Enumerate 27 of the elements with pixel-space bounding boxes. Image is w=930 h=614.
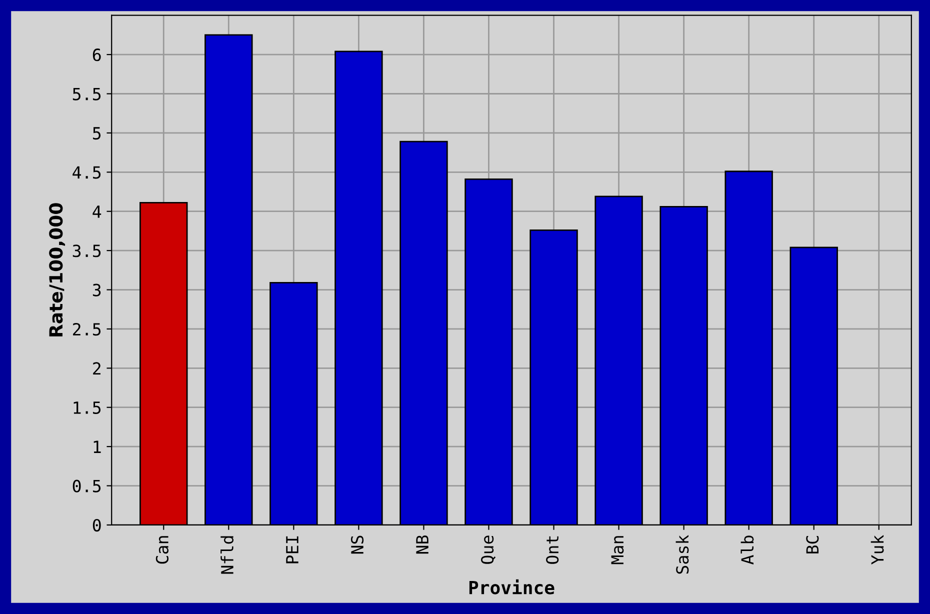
- x-tick-label: Nfld: [220, 536, 234, 574]
- y-tick-label: 0: [92, 518, 101, 532]
- x-tick-label: NB: [416, 535, 428, 554]
- y-tick-label: 0.5: [72, 480, 101, 492]
- x-tick-label: Que: [481, 536, 496, 564]
- y-tick-label: 4.5: [72, 166, 101, 179]
- y-axis-title: Rate/100,000: [49, 203, 66, 336]
- x-tick-label: Sask: [676, 534, 689, 574]
- y-tick-label: 2.5: [73, 322, 101, 336]
- y-tick-label: 5.5: [72, 88, 101, 100]
- y-tick-label: 2: [93, 362, 100, 375]
- x-tick-label: BC: [806, 536, 819, 554]
- x-tick-label: Alb: [740, 536, 754, 564]
- x-tick-label: NS: [350, 536, 364, 554]
- x-tick-label: Ont: [546, 536, 559, 564]
- y-tick-label: 4: [92, 206, 102, 218]
- x-tick-label: Man: [611, 536, 624, 564]
- y-tick-label: 1: [94, 440, 101, 453]
- y-tick-label: 5: [93, 127, 101, 140]
- y-tick-label: 6: [92, 48, 101, 62]
- x-tick-label: PEI: [286, 536, 298, 564]
- x-tick-label: Can: [156, 536, 168, 564]
- y-tick-label: 3.5: [72, 244, 101, 258]
- x-tick-label: Yuk: [870, 534, 884, 564]
- y-tick-label: 1.5: [74, 402, 101, 414]
- y-tick-label: 3: [92, 284, 101, 296]
- x-axis-title: Province: [469, 579, 554, 594]
